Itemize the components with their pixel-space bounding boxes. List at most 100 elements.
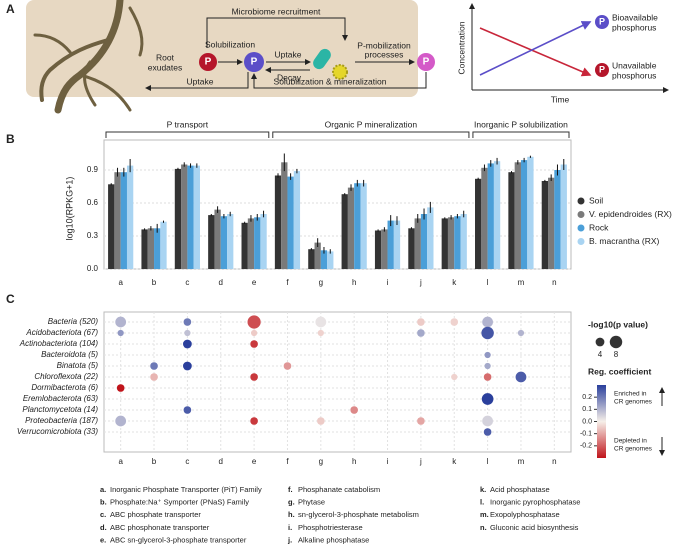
bubble — [450, 318, 459, 326]
description-text: Phytase — [298, 498, 325, 507]
x-tick-label: l — [487, 278, 489, 287]
bubble — [483, 428, 492, 436]
bubble — [317, 329, 324, 337]
description-key: h. — [288, 510, 295, 519]
x-tick-label: d — [219, 457, 223, 466]
bubble — [350, 406, 358, 414]
row-label: Eremlobacterota (63) — [23, 394, 98, 403]
description-text: Phosphate:Na⁺ Symporter (PNaS) Family — [110, 498, 249, 507]
row-label: Chloroflexota (22) — [34, 372, 98, 381]
description-text: ABC phosphonate transporter — [110, 523, 210, 532]
bacterium — [332, 64, 348, 80]
description-text: sn-glycerol-3-phosphate metabolism — [298, 510, 419, 519]
x-tick-label: f — [286, 278, 289, 287]
bubble — [315, 316, 327, 328]
y-tick-label: 0.3 — [87, 231, 99, 240]
description-text: Exopolyphosphatase — [490, 510, 560, 519]
bar — [475, 178, 482, 269]
x-tick-label: i — [387, 278, 389, 287]
colorbar-title: Reg. coefficient — [588, 366, 651, 376]
description-key: b. — [100, 498, 107, 507]
x-tick-label: n — [552, 278, 556, 287]
arrow — [145, 72, 249, 91]
axis-label: Time — [551, 94, 570, 104]
diagram-label: Uptake — [275, 49, 302, 59]
row-label: Proteobacteria (187) — [25, 416, 98, 425]
x-tick-label: a — [118, 278, 123, 287]
bubble — [250, 417, 258, 425]
description-key: k. — [480, 485, 486, 494]
description-text: ABC phosphate transporter — [110, 510, 201, 519]
group-label: P transport — [167, 119, 209, 129]
size-legend-label: 4 — [598, 350, 603, 359]
y-tick-label: 0.0 — [87, 264, 99, 273]
group-bracket — [272, 131, 470, 138]
panel-label: A — [6, 2, 15, 16]
bar — [520, 160, 528, 269]
colorbar-note: CR genomes — [614, 446, 653, 453]
bar — [441, 218, 448, 269]
bubble — [115, 316, 127, 328]
colorbar-tick-label: 0.0 — [582, 418, 592, 425]
bar — [493, 161, 501, 269]
bar — [181, 164, 188, 269]
y-tick-label: 0.9 — [87, 165, 99, 174]
legend-marker — [577, 224, 585, 232]
panel-label: C — [6, 292, 15, 306]
bar — [160, 221, 167, 269]
bar — [414, 218, 421, 269]
bar — [247, 218, 255, 269]
bar — [548, 177, 555, 269]
diagram-label: P-mobilization — [357, 40, 411, 50]
bar — [293, 171, 301, 269]
x-tick-label: e — [252, 457, 257, 466]
bubble — [483, 373, 492, 381]
bar — [147, 228, 155, 269]
curve-label: Unavailable — [612, 60, 657, 70]
legend-label: B. macrantha (RX) — [589, 236, 660, 246]
row-label: Bacteroidota (5) — [41, 350, 98, 359]
bar — [527, 156, 534, 269]
x-tick-label: j — [419, 278, 422, 287]
row-label: Acidobacteriota (67) — [25, 328, 98, 337]
bar — [254, 217, 261, 269]
legend-label: Soil — [589, 195, 603, 205]
group-bracket — [105, 131, 270, 138]
bubble — [150, 362, 158, 370]
description-key: d. — [100, 523, 107, 532]
p-icon-label: P — [599, 64, 605, 74]
colorbar-tick-label: 0.2 — [582, 394, 592, 401]
row-label: Dormibacterota (6) — [31, 383, 98, 392]
colorbar-note: Depleted in — [614, 438, 647, 445]
bar — [314, 242, 321, 269]
bar — [354, 183, 361, 269]
bar — [320, 250, 328, 269]
arrow — [206, 17, 348, 48]
row-label: Binatota (5) — [57, 361, 99, 370]
description-key: f. — [288, 485, 293, 494]
arrow — [251, 72, 427, 89]
description-key: n. — [480, 523, 487, 532]
description-text: Alkaline phosphatase — [298, 535, 369, 544]
bar — [214, 209, 221, 269]
bar — [447, 217, 455, 269]
bar — [387, 220, 394, 269]
p-icon-label: P — [599, 16, 605, 26]
bubble — [184, 329, 191, 337]
bubble — [482, 415, 493, 427]
bar — [108, 184, 115, 269]
x-tick-label: e — [252, 278, 257, 287]
x-tick-label: n — [552, 457, 556, 466]
diagram-label: Uptake — [187, 76, 214, 86]
x-tick-label: h — [352, 278, 356, 287]
bubble — [517, 329, 525, 337]
bar — [126, 165, 134, 269]
diagram-label: Microbiome recruitment — [232, 6, 321, 16]
description-text: Phosphanate catabolism — [298, 485, 380, 494]
y-tick-label: 0.6 — [87, 198, 99, 207]
description-key: j. — [287, 535, 292, 544]
curve-label: phosphorus — [612, 22, 656, 32]
diagram-label: exudates — [148, 62, 183, 72]
description-key: g. — [288, 498, 295, 507]
plot-frame — [103, 311, 572, 453]
